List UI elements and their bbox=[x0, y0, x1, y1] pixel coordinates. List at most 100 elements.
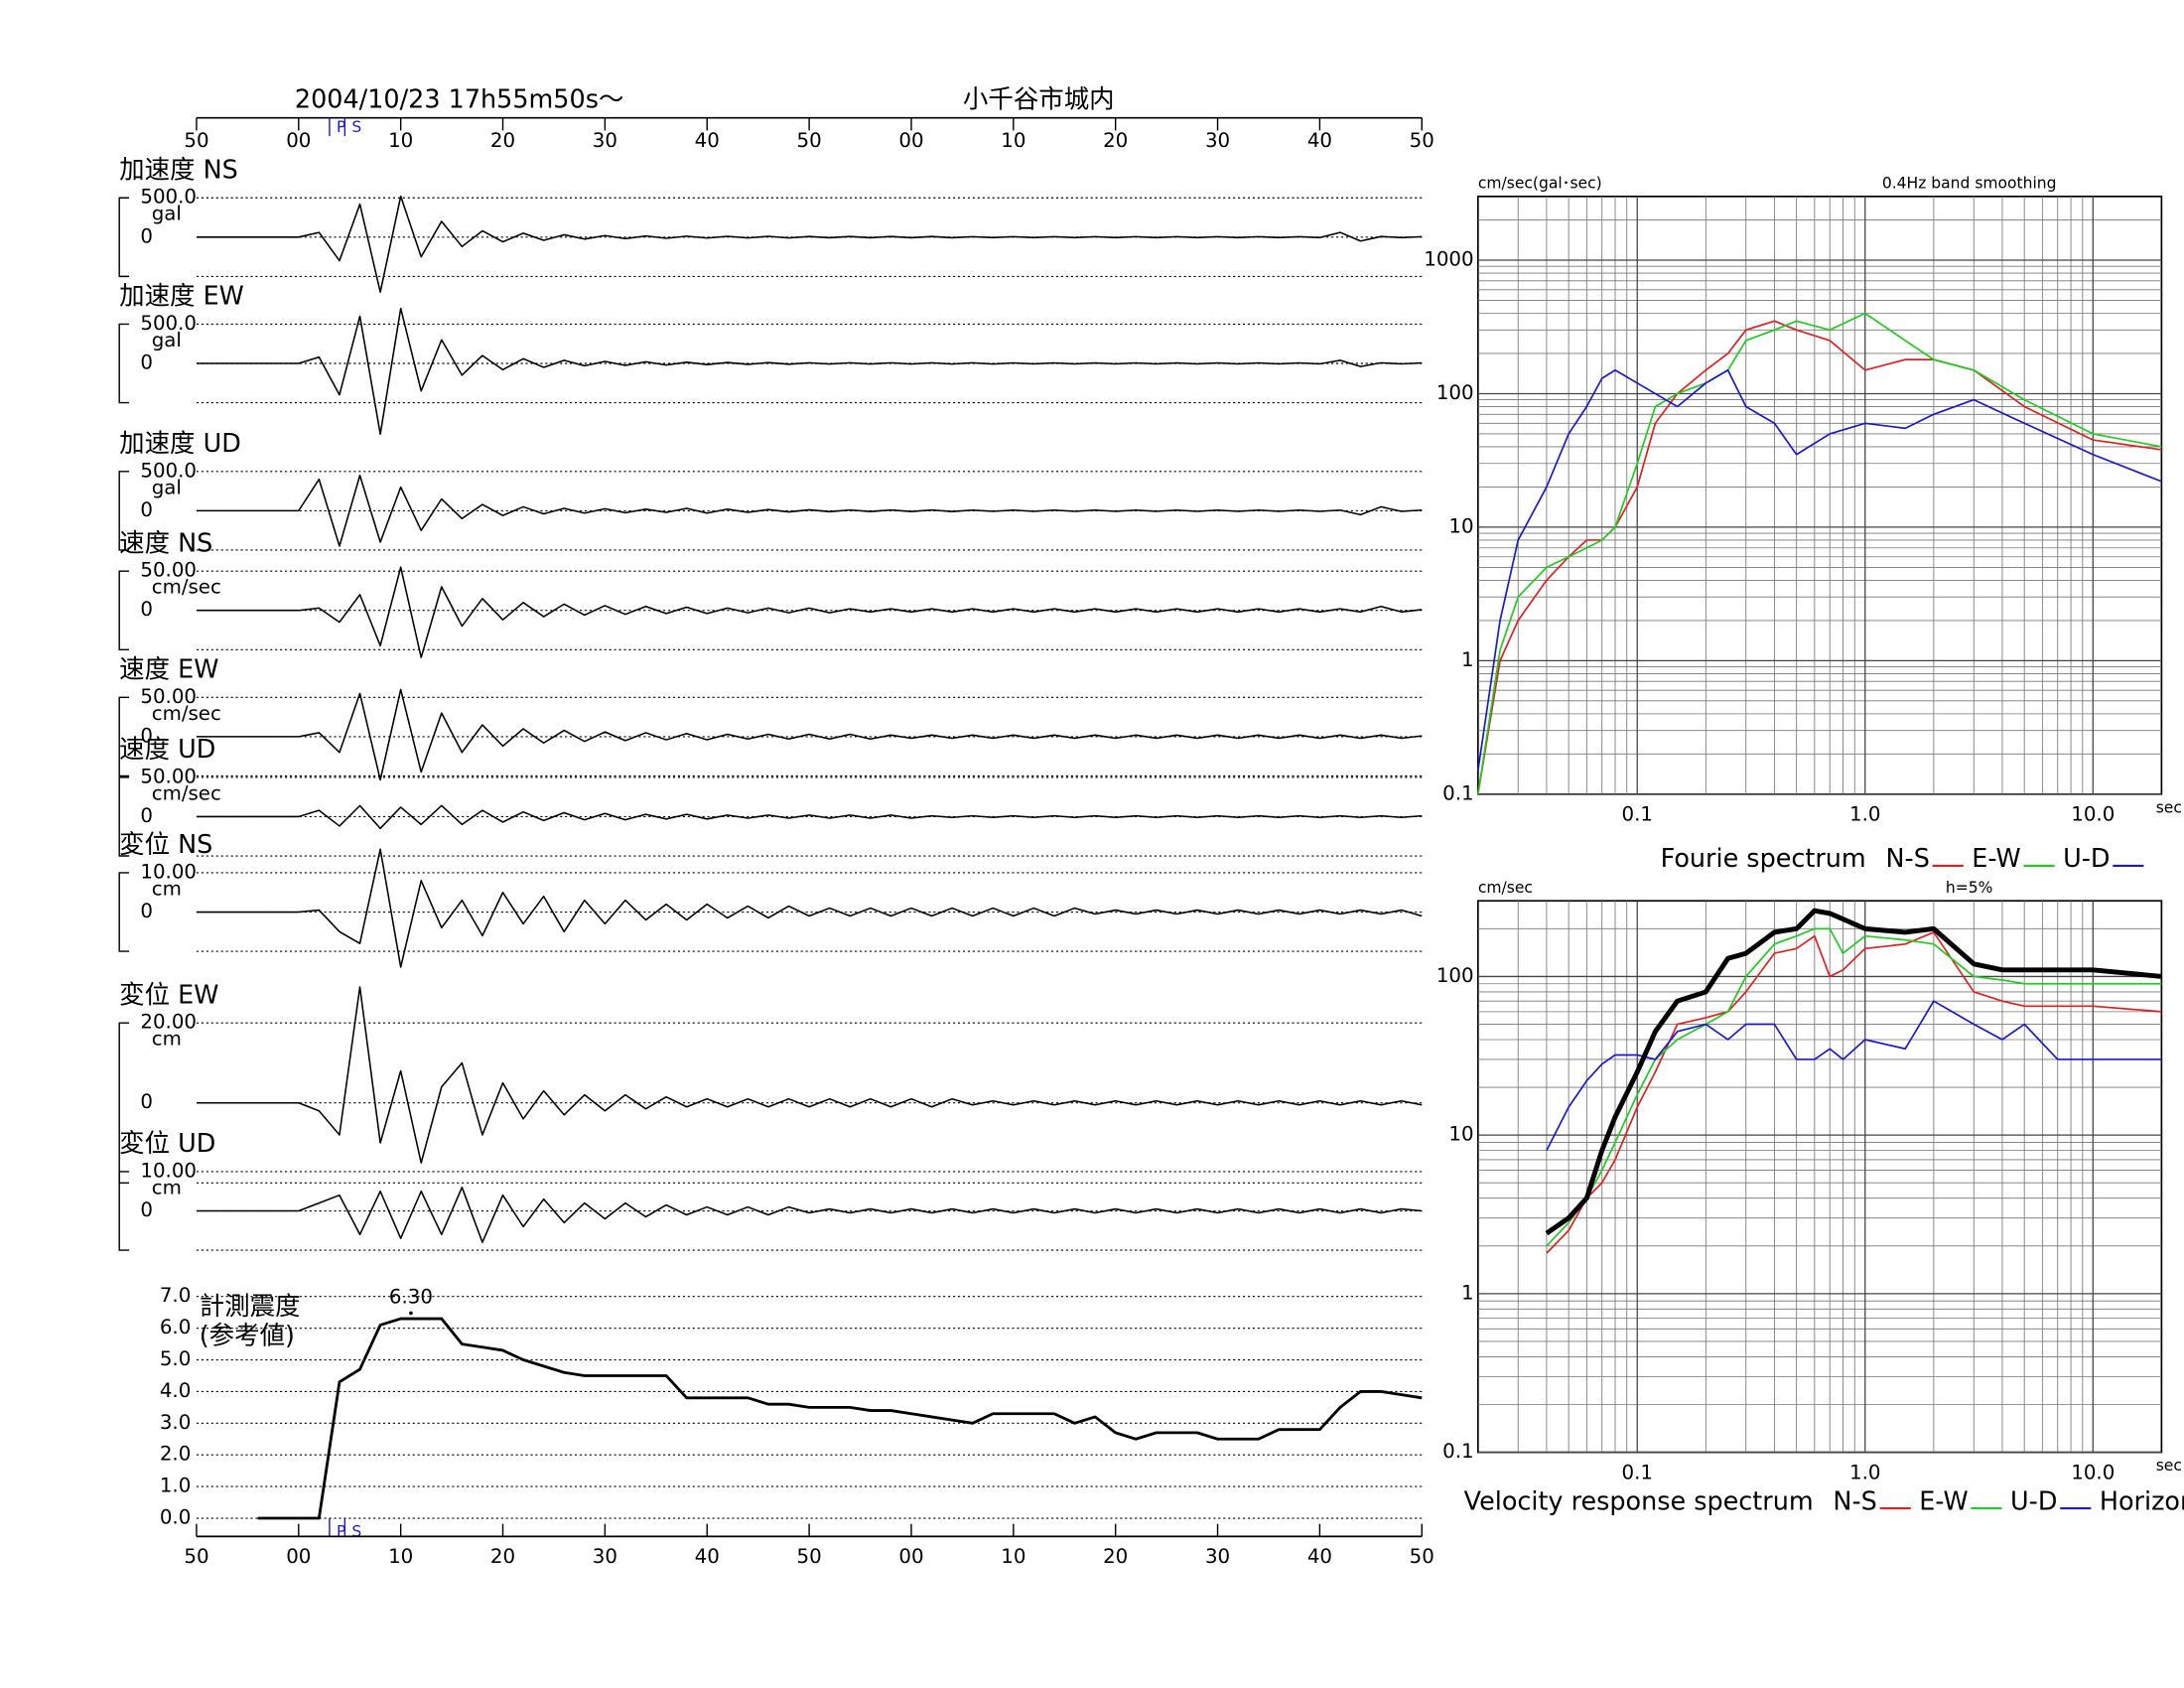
x-tick-label: 40 bbox=[1307, 129, 1332, 152]
x-axis-label: sec bbox=[2156, 1457, 2182, 1475]
y-axis-label: cm/sec(gal･sec) bbox=[1478, 175, 1602, 193]
x-tick-label: 0.1 bbox=[1622, 1461, 1653, 1483]
legend-label: Horizon bbox=[2100, 1485, 2184, 1515]
panel-bracket bbox=[118, 1022, 130, 1184]
trace bbox=[196, 566, 1423, 658]
unit-label: gal bbox=[152, 203, 182, 225]
trace bbox=[196, 195, 1423, 293]
panel-title: 変位 UD bbox=[119, 1128, 215, 1158]
peak-dot bbox=[409, 1311, 413, 1316]
x-tick-label: 40 bbox=[695, 1545, 720, 1568]
y-tick-label: 7.0 bbox=[160, 1284, 191, 1307]
y-tick-label: 0 bbox=[140, 498, 153, 521]
unit-label: cm/sec bbox=[152, 702, 221, 725]
x-tick-label: 20 bbox=[1103, 129, 1128, 152]
panel-title: 速度 NS bbox=[119, 527, 212, 557]
y-tick-label: 0.1 bbox=[1442, 1440, 1473, 1463]
y-tick-label: 1.0 bbox=[160, 1475, 191, 1497]
x-tick-label: 10 bbox=[1001, 129, 1025, 152]
series-line bbox=[1476, 368, 2162, 772]
x-tick-label: 00 bbox=[286, 129, 311, 152]
legend-label: N-S bbox=[1886, 843, 1930, 873]
series-line bbox=[257, 1317, 1423, 1520]
x-tick-label: 20 bbox=[490, 129, 515, 152]
legend-label: E-W bbox=[1972, 843, 2020, 873]
trace bbox=[196, 1187, 1423, 1243]
y-tick-label: 50.00 bbox=[140, 765, 197, 787]
x-tick-label: 50 bbox=[1410, 129, 1434, 152]
x-tick-label: 10 bbox=[1001, 1545, 1025, 1568]
y-tick-label: 4.0 bbox=[160, 1379, 191, 1402]
y-tick-label: 0 bbox=[140, 900, 153, 922]
y-tick-label: 0 bbox=[140, 224, 153, 247]
legend-label: U-D bbox=[2063, 843, 2110, 873]
y-tick-label: 0 bbox=[140, 804, 153, 827]
series-line bbox=[1546, 1000, 2162, 1152]
trace bbox=[196, 848, 1423, 968]
y-tick-label: 100 bbox=[1436, 964, 1474, 987]
x-tick-label: 00 bbox=[898, 129, 923, 152]
chart-subtitle: (参考値) bbox=[200, 1321, 295, 1350]
x-tick-label: 30 bbox=[1205, 1545, 1230, 1568]
phase-label: S bbox=[351, 1523, 361, 1541]
series-line bbox=[1476, 312, 2162, 794]
x-tick-label: 00 bbox=[898, 1545, 923, 1568]
series-line bbox=[1476, 320, 2162, 794]
y-tick-label: 500.0 bbox=[140, 186, 197, 209]
x-tick-label: 0.1 bbox=[1622, 803, 1653, 826]
x-tick-label: 20 bbox=[1103, 1545, 1128, 1568]
x-tick-label: 30 bbox=[593, 129, 617, 152]
legend-label: U-D bbox=[2010, 1485, 2057, 1515]
series-line bbox=[1546, 931, 2162, 1254]
legend-title: Velocity response spectrum bbox=[1464, 1485, 1814, 1515]
y-tick-label: 10.00 bbox=[140, 1159, 197, 1182]
x-tick-label: 50 bbox=[797, 1545, 822, 1568]
y-tick-label: 6.0 bbox=[160, 1316, 191, 1338]
phase-label: P bbox=[337, 1523, 345, 1541]
x-tick-label: 10 bbox=[388, 1545, 413, 1568]
chart-note: h=5% bbox=[1946, 879, 1993, 897]
legend-label: N-S bbox=[1833, 1485, 1876, 1515]
legend-title: Fourie spectrum bbox=[1661, 843, 1866, 873]
y-tick-label: 0 bbox=[140, 598, 153, 621]
unit-label: gal bbox=[152, 329, 182, 352]
y-tick-label: 0 bbox=[140, 724, 153, 747]
panel-bracket bbox=[118, 872, 130, 952]
y-tick-label: 500.0 bbox=[140, 459, 197, 482]
unit-label: cm/sec bbox=[152, 781, 221, 804]
phase-label: S bbox=[351, 118, 361, 136]
x-tick-label: 50 bbox=[184, 1545, 208, 1568]
panel-bracket bbox=[118, 570, 130, 650]
x-tick-label: 30 bbox=[1205, 129, 1230, 152]
x-tick-label: 50 bbox=[1410, 1545, 1434, 1568]
panel-bracket bbox=[118, 323, 130, 404]
panel-bracket bbox=[118, 471, 130, 551]
y-tick-label: 5.0 bbox=[160, 1347, 191, 1370]
panel-title: 加速度 NS bbox=[119, 154, 238, 184]
y-tick-label: 50.00 bbox=[140, 559, 197, 582]
y-tick-label: 10.00 bbox=[140, 860, 197, 883]
y-tick-label: 0 bbox=[140, 1198, 153, 1221]
peak-label: 6.30 bbox=[389, 1285, 433, 1308]
x-axis-label: sec bbox=[2156, 798, 2182, 816]
panel-title: 変位 NS bbox=[119, 829, 212, 859]
x-tick-label: 20 bbox=[490, 1545, 515, 1568]
x-tick-label: 30 bbox=[593, 1545, 617, 1568]
y-tick-label: 50.00 bbox=[140, 685, 197, 708]
x-tick-label: 50 bbox=[184, 129, 208, 152]
y-tick-label: 1 bbox=[1461, 648, 1474, 671]
unit-label: cm bbox=[152, 1028, 182, 1051]
record-time: 2004/10/23 17h55m50s〜 bbox=[295, 84, 623, 114]
y-tick-label: 1000 bbox=[1424, 247, 1473, 270]
y-tick-label: 2.0 bbox=[160, 1443, 191, 1466]
x-tick-label: 50 bbox=[797, 129, 822, 152]
trace bbox=[196, 688, 1423, 781]
y-tick-label: 0.0 bbox=[160, 1506, 191, 1529]
y-tick-label: 10 bbox=[1448, 514, 1473, 537]
panel-title: 加速度 UD bbox=[119, 428, 241, 458]
y-tick-label: 500.0 bbox=[140, 312, 197, 335]
unit-label: cm/sec bbox=[152, 576, 221, 599]
x-tick-label: 10.0 bbox=[2071, 1461, 2115, 1483]
